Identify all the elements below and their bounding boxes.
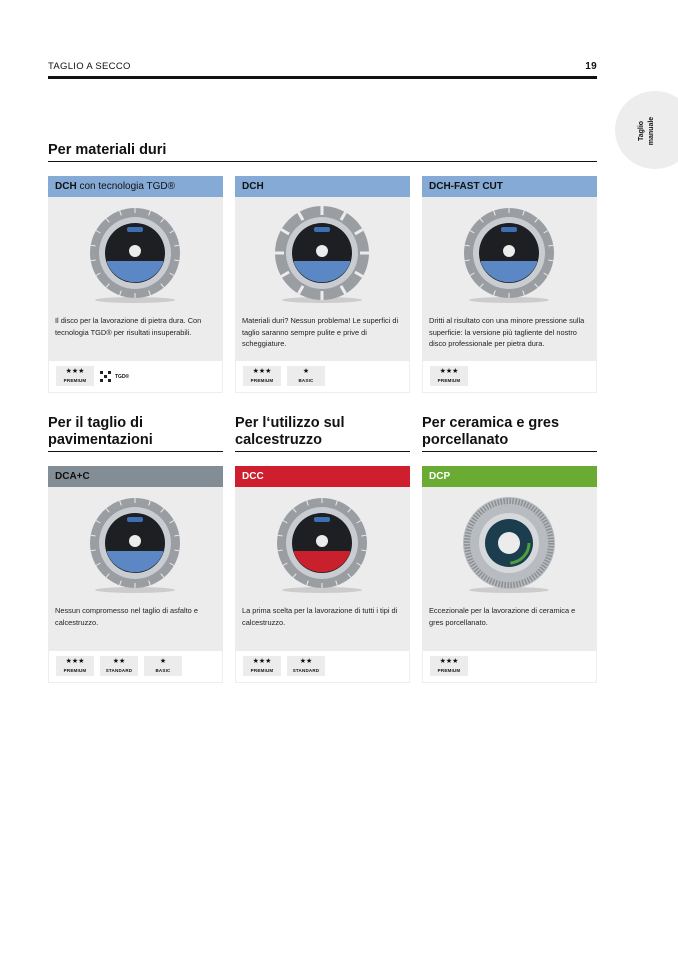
card-ratings: ★★★ PREMIUM ★ BASIC (235, 361, 410, 393)
rating-badge-premium: ★★★ PREMIUM (430, 366, 468, 386)
rating-stars: ★ (302, 368, 310, 375)
rating-stars: ★★★ (252, 368, 272, 375)
card-description: Dritti al risultato con una minore press… (429, 316, 585, 348)
card-description: Nessun compromesso nel taglio di asfalto… (55, 606, 198, 627)
disc-image (90, 498, 180, 593)
section-title-concrete: Per l‘utilizzo sul calcestruzzo (235, 415, 345, 448)
tgd-logo: TGD® (100, 366, 129, 387)
card-description: La prima scelta per la lavorazione di tu… (242, 606, 398, 627)
card-header: DCH-FAST CUT (422, 176, 597, 197)
disc-image (275, 206, 369, 303)
rating-badge-premium: ★★★ PREMIUM (56, 656, 94, 676)
card-description: Il disco per la lavorazione di pietra du… (55, 316, 202, 337)
card-ratings: ★★★ PREMIUM (422, 651, 597, 683)
rating-stars: ★★★ (65, 658, 85, 665)
card-header: DCH con tecnologia TGD® (48, 176, 223, 197)
rating-badge-premium: ★★★ PREMIUM (56, 366, 94, 386)
product-card-dch[interactable]: DCH con tecnologia TGD® Il disco per la … (48, 176, 223, 393)
card-ratings: ★★★ PREMIUM TGD® (48, 361, 223, 393)
rating-label: PREMIUM (250, 378, 274, 383)
rating-label: STANDARD (105, 668, 133, 673)
rating-stars: ★★★ (439, 368, 459, 375)
page-number: 19 (585, 61, 597, 72)
rating-label: PREMIUM (437, 668, 461, 673)
side-tab[interactable]: Taglio manuale (615, 91, 678, 169)
product-card-dcc[interactable]: DCC La prima scelta per la lavorazione d… (235, 466, 410, 683)
card-ratings: ★★★ PREMIUM ★★ STANDARD (235, 651, 410, 683)
rating-badge-basic: ★ BASIC (287, 366, 325, 386)
rating-stars: ★★ (299, 658, 313, 665)
card-ratings: ★★★ PREMIUM (422, 361, 597, 393)
product-card-dcp[interactable]: DCP Eccezionale per la lavorazione di ce… (422, 466, 597, 683)
card-description: Eccezionale per la lavorazione di cerami… (429, 606, 576, 627)
rating-stars: ★★★ (252, 658, 272, 665)
rating-label: PREMIUM (250, 668, 274, 673)
tgd-pattern-icon (100, 370, 111, 382)
rating-badge-standard: ★★ STANDARD (100, 656, 138, 676)
rating-badge-premium: ★★★ PREMIUM (243, 656, 281, 676)
section-title-paving: Per il taglio di pavimentazioni (48, 415, 153, 448)
page-header: TAGLIO A SECCO 19 (48, 61, 597, 72)
section-title-hard-materials: Per materiali duri (48, 142, 167, 158)
disc-image (277, 498, 367, 593)
card-header: DCP (422, 466, 597, 487)
rating-badge-premium: ★★★ PREMIUM (430, 656, 468, 676)
rating-label: BASIC (155, 668, 171, 673)
rating-label: PREMIUM (437, 378, 461, 383)
rating-label: BASIC (298, 378, 314, 383)
product-card-dch[interactable]: DCH Materiali duri? Nessun problema! Le … (235, 176, 410, 393)
section-rule (422, 451, 597, 452)
disc-image (464, 208, 554, 303)
rating-label: PREMIUM (63, 668, 87, 673)
section-rule (48, 451, 223, 452)
rating-stars: ★★★ (65, 368, 85, 375)
disc-image (90, 208, 180, 303)
side-tab-line2: manuale (648, 116, 655, 146)
rating-stars: ★★ (112, 658, 126, 665)
rating-stars: ★★★ (439, 658, 459, 665)
product-card-dch-fast-cut[interactable]: DCH-FAST CUT Dritti al risultato con una… (422, 176, 597, 393)
card-header: DCH (235, 176, 410, 197)
rating-label: STANDARD (292, 668, 320, 673)
rating-badge-premium: ★★★ PREMIUM (243, 366, 281, 386)
section-rule (48, 161, 597, 162)
section-label: TAGLIO A SECCO (48, 61, 131, 72)
card-description: Materiali duri? Nessun problema! Le supe… (242, 316, 399, 348)
section-rule (235, 451, 410, 452)
side-tab-line1: Taglio (638, 120, 645, 142)
rating-label: PREMIUM (63, 378, 87, 383)
card-header: DCA+C (48, 466, 223, 487)
tgd-label: TGD® (115, 373, 130, 380)
rating-stars: ★ (159, 658, 167, 665)
header-rule (48, 76, 597, 79)
product-card-dca-c[interactable]: DCA+C Nessun compromesso nel taglio di a… (48, 466, 223, 683)
rating-badge-standard: ★★ STANDARD (287, 656, 325, 676)
disc-image (463, 497, 555, 593)
rating-badge-basic: ★ BASIC (144, 656, 182, 676)
card-ratings: ★★★ PREMIUM ★★ STANDARD ★ BASIC (48, 651, 223, 683)
section-title-ceramic: Per ceramica e gres porcellanato (422, 415, 560, 448)
card-header: DCC (235, 466, 410, 487)
